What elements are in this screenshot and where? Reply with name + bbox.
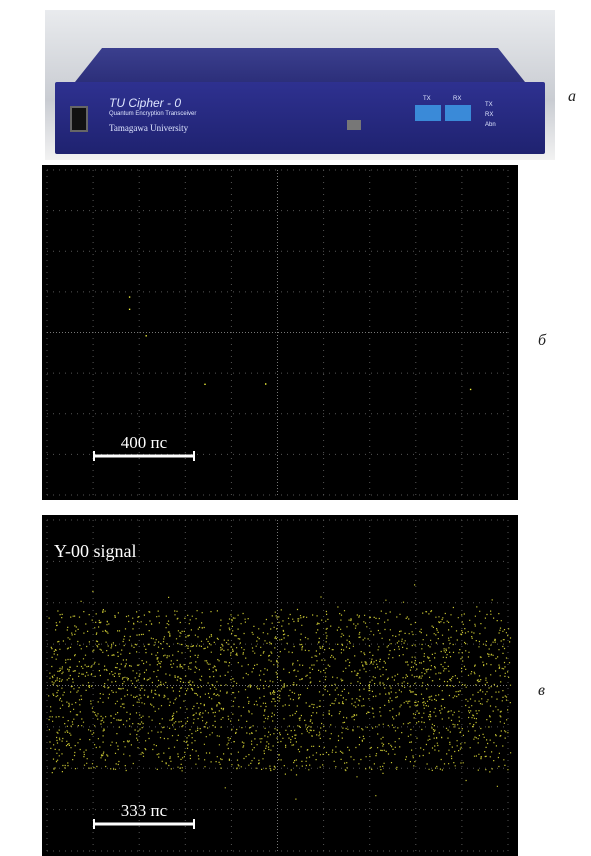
panel-label: а [568, 88, 576, 105]
panel-label: в [538, 682, 545, 699]
device-model: TU Cipher - 0 [109, 96, 182, 110]
led-label: Abn [485, 122, 496, 128]
panel-label: б [538, 332, 547, 349]
port-tx [415, 105, 441, 121]
device-maker: Tamagawa University [109, 123, 189, 133]
scope-background [42, 165, 518, 500]
device-top [75, 48, 525, 82]
scope-b: 400 пс [42, 165, 518, 500]
port-label: TX [423, 96, 431, 102]
usb-port [347, 120, 361, 130]
scope-c: Y-00 signal 333 пс [42, 515, 518, 856]
scope-background [42, 515, 518, 856]
scale-label: 400 пс [121, 433, 168, 452]
led-label: TX [485, 102, 493, 108]
device-photo: TU Cipher - 0 Quantum Encryption Transce… [45, 10, 555, 160]
power-switch [70, 106, 88, 132]
scale-label: 333 пс [121, 801, 168, 820]
port-rx [445, 105, 471, 121]
signal-title: Y-00 signal [54, 541, 137, 561]
device-subtitle: Quantum Encryption Transceiver [109, 111, 197, 117]
led-label: RX [485, 112, 494, 118]
port-label: RX [453, 96, 462, 102]
device-front [55, 82, 545, 154]
